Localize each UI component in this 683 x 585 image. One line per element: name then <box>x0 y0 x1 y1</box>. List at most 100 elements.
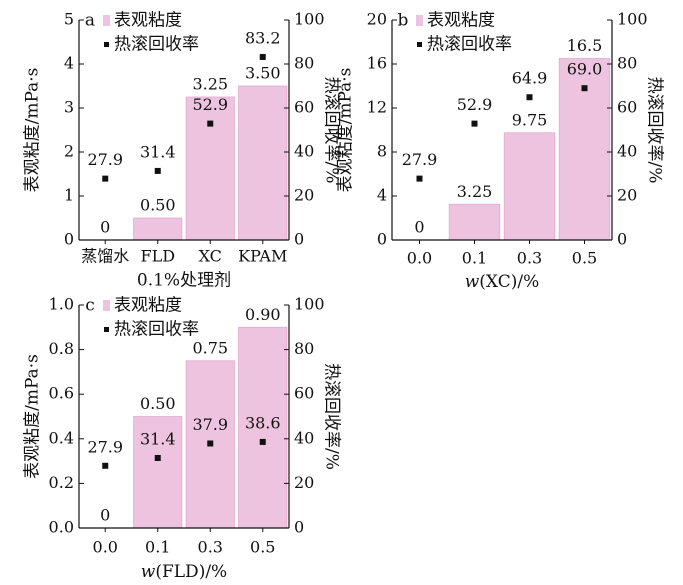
y-left-tick-label: 20 <box>367 10 387 29</box>
bar-1 <box>448 203 501 241</box>
y-axis-right-title: 热滚回收率/% <box>322 77 342 184</box>
point-value-label: 69.0 <box>567 60 603 79</box>
y-left-tick-label: 0 <box>377 230 387 249</box>
legend-point-swatch <box>104 327 109 332</box>
x-tick-label: 0.3 <box>517 249 542 268</box>
legend-bar-label: 表观粘度 <box>114 11 182 31</box>
x-axis-title-rest: (FLD)/% <box>155 562 227 582</box>
panel-label: a <box>85 11 95 31</box>
x-tick-label: 0.5 <box>572 249 597 268</box>
y-right-tick-label: 0 <box>294 230 304 249</box>
recovery-point-0 <box>102 462 109 469</box>
y-left-tick-label: 0 <box>64 230 74 249</box>
x-tick-label: 0.5 <box>250 538 275 557</box>
x-tick-label: XC <box>199 247 222 266</box>
x-axis-title-var: w <box>141 562 156 582</box>
y-left-tick-label: 0.2 <box>49 473 74 492</box>
chart-panel-b: 0 4 8 12 16 20 0 20 40 60 80 100 0.0 0.1 0.3 0.5 0 3.25 9.… <box>336 10 665 292</box>
chart-panel-a: 0 1 2 3 4 5 0 20 40 60 80 100 蒸馏水 FLD XC KPAM 0 0.50 3.25 3… <box>23 10 342 291</box>
legend-bar-swatch <box>416 15 423 26</box>
y-left-tick-label: 0.4 <box>49 428 74 447</box>
point-value-label: 27.9 <box>87 437 123 456</box>
bar-2 <box>185 96 235 241</box>
y-left-tick-label: 4 <box>64 54 74 73</box>
bar-1 <box>133 217 183 241</box>
point-value-label: 27.9 <box>402 150 438 169</box>
recovery-point-1 <box>471 120 478 127</box>
recovery-point-0 <box>416 175 423 182</box>
y-right-tick-label: 60 <box>294 384 314 403</box>
x-tick-label: 0.1 <box>462 249 487 268</box>
recovery-point-3 <box>581 85 588 92</box>
x-axis-title: 0.1%处理剂 <box>137 271 231 291</box>
y-left-tick-label: 2 <box>64 142 74 161</box>
y-right-tick-label: 20 <box>617 186 637 205</box>
legend-bar-label: 表观粘度 <box>427 11 495 31</box>
point-value-label: 83.2 <box>245 28 281 47</box>
y-right-tick-label: 0 <box>294 518 304 537</box>
y-axis-left-title: 表观粘度/mPa·s <box>23 68 43 193</box>
x-axis-title: w(XC)/% <box>465 272 540 292</box>
y-right-tick-label: 80 <box>294 339 314 358</box>
chart-panel-c: 0.0 0.2 0.4 0.6 0.8 1.0 0 20 40 60 80 100 0.0 0.1 0.3 0… <box>23 295 342 582</box>
bar-value-label: 9.75 <box>512 110 548 129</box>
y-right-tick-label: 80 <box>617 54 637 73</box>
bar-value-label: 3.25 <box>192 75 228 94</box>
x-tick-label: 蒸馏水 <box>81 247 129 266</box>
bar-value-label: 0.50 <box>140 394 176 413</box>
point-value-label: 31.4 <box>140 429 176 448</box>
y-axis-left-title: 表观粘度/mPa·s <box>336 68 356 193</box>
legend-point-label: 热滚回收率 <box>427 35 512 55</box>
y-right-tick-label: 60 <box>294 98 314 117</box>
y-left-tick-label: 0.8 <box>49 339 74 358</box>
bar-3 <box>238 326 288 529</box>
y-axis-left-title: 表观粘度/mPa·s <box>23 354 43 479</box>
y-left-tick-label: 16 <box>367 54 387 73</box>
legend-bar-swatch <box>103 300 110 311</box>
y-left-tick-label: 0.0 <box>49 518 74 537</box>
y-left-tick-label: 0.6 <box>49 384 74 403</box>
bar-3 <box>238 85 288 241</box>
x-tick-label: 0.3 <box>198 538 223 557</box>
point-value-label: 31.4 <box>140 142 176 161</box>
point-value-label: 64.9 <box>512 69 548 88</box>
y-right-tick-label: 0 <box>617 230 627 249</box>
x-tick-label: 0.1 <box>145 538 170 557</box>
y-left-tick-label: 3 <box>64 98 74 117</box>
bar-value-label: 3.25 <box>457 182 493 201</box>
point-value-label: 37.9 <box>192 415 228 434</box>
recovery-point-1 <box>154 167 161 174</box>
x-axis-title-var: w <box>465 272 480 292</box>
x-tick-label: 0.0 <box>93 538 118 557</box>
bar-value-label: 0 <box>100 218 110 237</box>
y-right-tick-label: 80 <box>294 54 314 73</box>
point-value-label: 27.9 <box>87 150 123 169</box>
y-left-tick-label: 5 <box>64 10 74 29</box>
y-right-tick-label: 100 <box>294 295 325 314</box>
y-right-tick-label: 40 <box>617 142 637 161</box>
bar-2 <box>503 132 556 241</box>
recovery-point-3 <box>259 53 266 60</box>
bar-value-label: 0.75 <box>192 338 228 357</box>
recovery-point-2 <box>207 120 214 127</box>
legend-point-swatch <box>104 42 109 47</box>
bar-value-label: 3.50 <box>245 64 281 83</box>
bar-value-label: 0 <box>100 506 110 525</box>
bar-value-label: 0 <box>414 218 424 237</box>
recovery-point-2 <box>207 440 214 447</box>
y-right-tick-label: 40 <box>294 428 314 447</box>
recovery-point-3 <box>259 438 266 445</box>
y-right-tick-label: 20 <box>294 473 314 492</box>
y-right-tick-label: 20 <box>294 186 314 205</box>
bar-value-label: 0.90 <box>245 305 281 324</box>
panel-label: c <box>85 296 95 316</box>
bar-value-label: 0.50 <box>140 196 176 215</box>
recovery-point-0 <box>102 175 109 182</box>
panel-label: b <box>398 11 409 31</box>
y-right-tick-label: 100 <box>294 10 325 29</box>
legend-point-swatch <box>417 42 422 47</box>
y-right-tick-label: 60 <box>617 98 637 117</box>
y-left-tick-label: 8 <box>377 142 387 161</box>
x-tick-label: 0.0 <box>407 249 432 268</box>
